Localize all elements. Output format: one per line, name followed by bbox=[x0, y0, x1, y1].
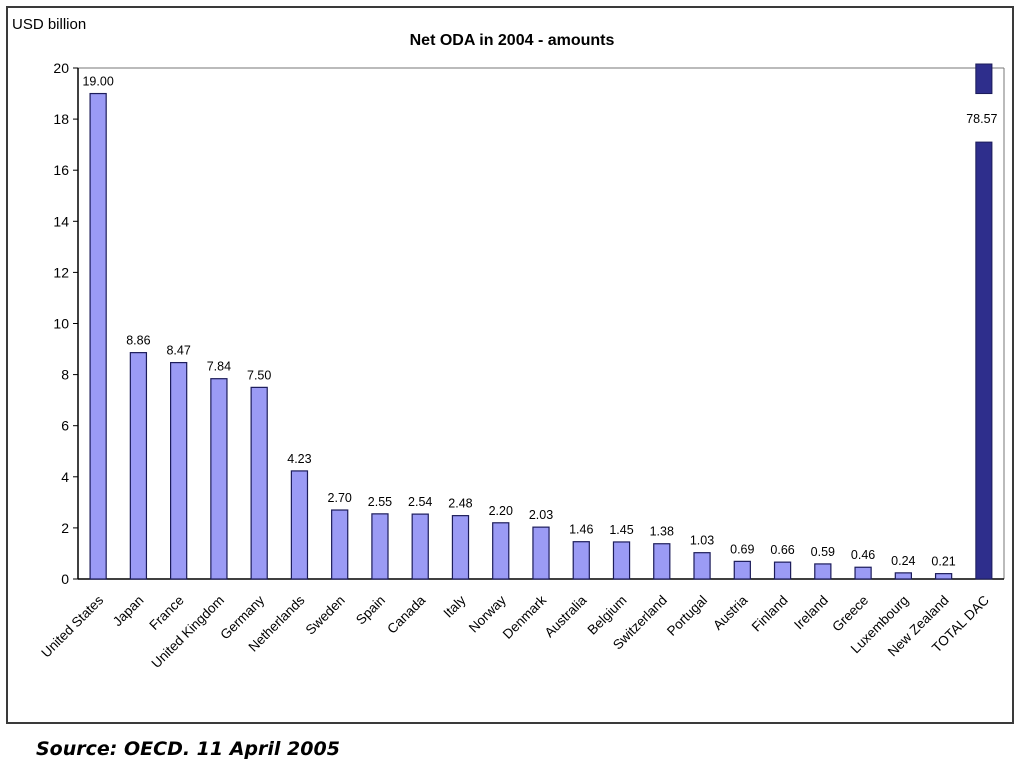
bar bbox=[492, 522, 510, 580]
bar bbox=[773, 561, 792, 580]
bar bbox=[371, 513, 389, 580]
data-label: 1.45 bbox=[609, 523, 633, 537]
y-tick-label: 20 bbox=[53, 60, 69, 76]
bar bbox=[975, 141, 993, 580]
y-tick-label: 16 bbox=[53, 162, 69, 178]
x-tick-label: Austria bbox=[710, 592, 751, 633]
bar bbox=[89, 92, 107, 580]
bar bbox=[612, 541, 631, 580]
bar bbox=[290, 470, 309, 580]
bar bbox=[411, 513, 429, 580]
data-label: 0.59 bbox=[811, 545, 835, 559]
data-label: 0.24 bbox=[891, 554, 915, 568]
bar bbox=[532, 526, 550, 580]
data-label: 7.50 bbox=[247, 368, 271, 382]
y-tick-label: 14 bbox=[53, 213, 69, 229]
y-unit-label: USD billion bbox=[12, 16, 87, 33]
plot-area bbox=[78, 67, 1005, 579]
data-label: 0.66 bbox=[770, 543, 794, 557]
data-label: 1.03 bbox=[690, 534, 714, 548]
y-tick-label: 10 bbox=[53, 316, 69, 332]
bar bbox=[733, 560, 751, 580]
bar bbox=[814, 563, 832, 580]
data-label: 0.21 bbox=[931, 555, 955, 569]
y-axis: 0 2 4 6 8 10 12 14 16 18 20 bbox=[53, 60, 1004, 587]
bar bbox=[170, 361, 188, 580]
chart-title: Net ODA in 2004 - amounts bbox=[409, 32, 615, 49]
x-tick-label: Japan bbox=[110, 593, 147, 630]
x-tick-label: Canada bbox=[384, 592, 428, 636]
bar bbox=[331, 509, 349, 580]
bar bbox=[934, 573, 953, 580]
value-labels: 19.00 8.86 8.47 7.84 7.50 4.23 2.70 2.55 2.54 2.4… bbox=[82, 75, 997, 569]
data-label: 2.55 bbox=[368, 495, 392, 509]
bar bbox=[451, 515, 470, 580]
x-tick-label: United States bbox=[38, 592, 106, 660]
y-tick-label: 12 bbox=[53, 264, 69, 280]
data-label: 0.69 bbox=[730, 542, 754, 556]
bar bbox=[653, 543, 671, 580]
x-tick-label: Denmark bbox=[500, 592, 550, 642]
bar bbox=[975, 63, 993, 95]
y-tick-label: 2 bbox=[61, 520, 69, 536]
data-label: 2.70 bbox=[328, 491, 352, 505]
x-tick-label: Australia bbox=[542, 592, 590, 640]
data-label: 2.54 bbox=[408, 495, 432, 509]
x-tick-label: Italy bbox=[440, 592, 468, 620]
bar bbox=[250, 386, 268, 580]
x-tick-label: Portugal bbox=[664, 593, 710, 639]
x-tick-label: Ireland bbox=[791, 593, 831, 633]
data-label: 78.57 bbox=[966, 112, 997, 126]
data-label: 7.84 bbox=[207, 360, 231, 374]
data-label: 8.86 bbox=[126, 334, 150, 348]
bar bbox=[854, 566, 872, 580]
data-label: 2.03 bbox=[529, 508, 553, 522]
bar bbox=[572, 541, 590, 580]
data-label: 2.48 bbox=[448, 497, 472, 511]
x-tick-label: United Kingdom bbox=[149, 593, 228, 672]
data-label: 1.38 bbox=[650, 525, 674, 539]
y-tick-label: 4 bbox=[61, 469, 69, 485]
data-label: 4.23 bbox=[287, 452, 311, 466]
bar bbox=[129, 352, 148, 580]
x-tick-label: France bbox=[146, 593, 186, 633]
y-tick-label: 6 bbox=[61, 418, 69, 434]
data-label: 0.46 bbox=[851, 548, 875, 562]
data-label: 2.20 bbox=[489, 504, 513, 518]
x-tick-label: Sweden bbox=[303, 593, 348, 638]
y-tick-label: 18 bbox=[53, 111, 69, 127]
data-label: 8.47 bbox=[166, 344, 190, 358]
bar bbox=[894, 572, 913, 580]
source-note: Source: OECD. 11 April 2005 bbox=[36, 738, 340, 760]
bar bbox=[693, 552, 711, 580]
data-label: 19.00 bbox=[82, 75, 113, 89]
y-tick-label: 0 bbox=[61, 571, 69, 587]
bars bbox=[89, 63, 993, 580]
x-tick-label: Spain bbox=[353, 593, 388, 628]
y-tick-label: 8 bbox=[61, 367, 69, 383]
data-label: 1.46 bbox=[569, 523, 593, 537]
bar bbox=[210, 378, 228, 580]
x-tick-label: Finland bbox=[749, 593, 791, 635]
